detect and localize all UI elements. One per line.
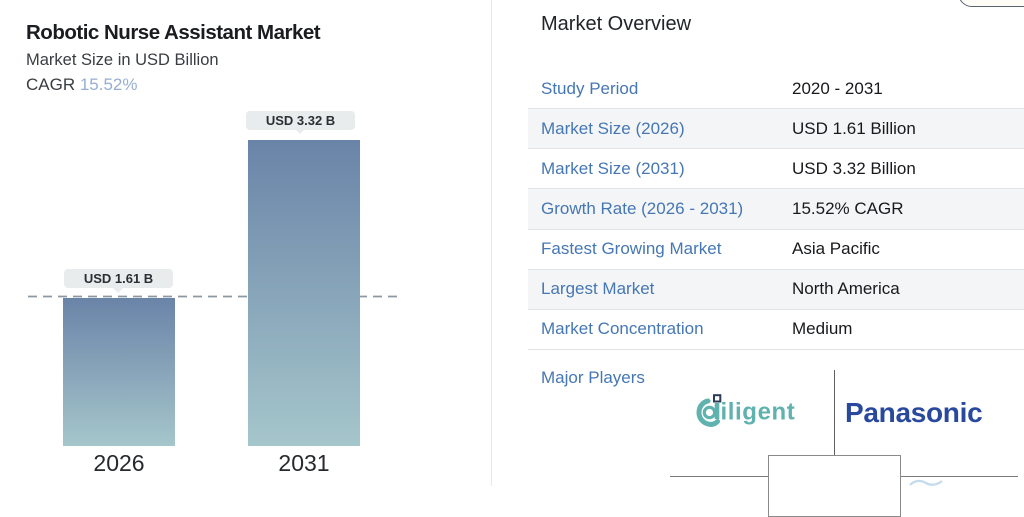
svg-text:iligent: iligent: [721, 399, 796, 426]
